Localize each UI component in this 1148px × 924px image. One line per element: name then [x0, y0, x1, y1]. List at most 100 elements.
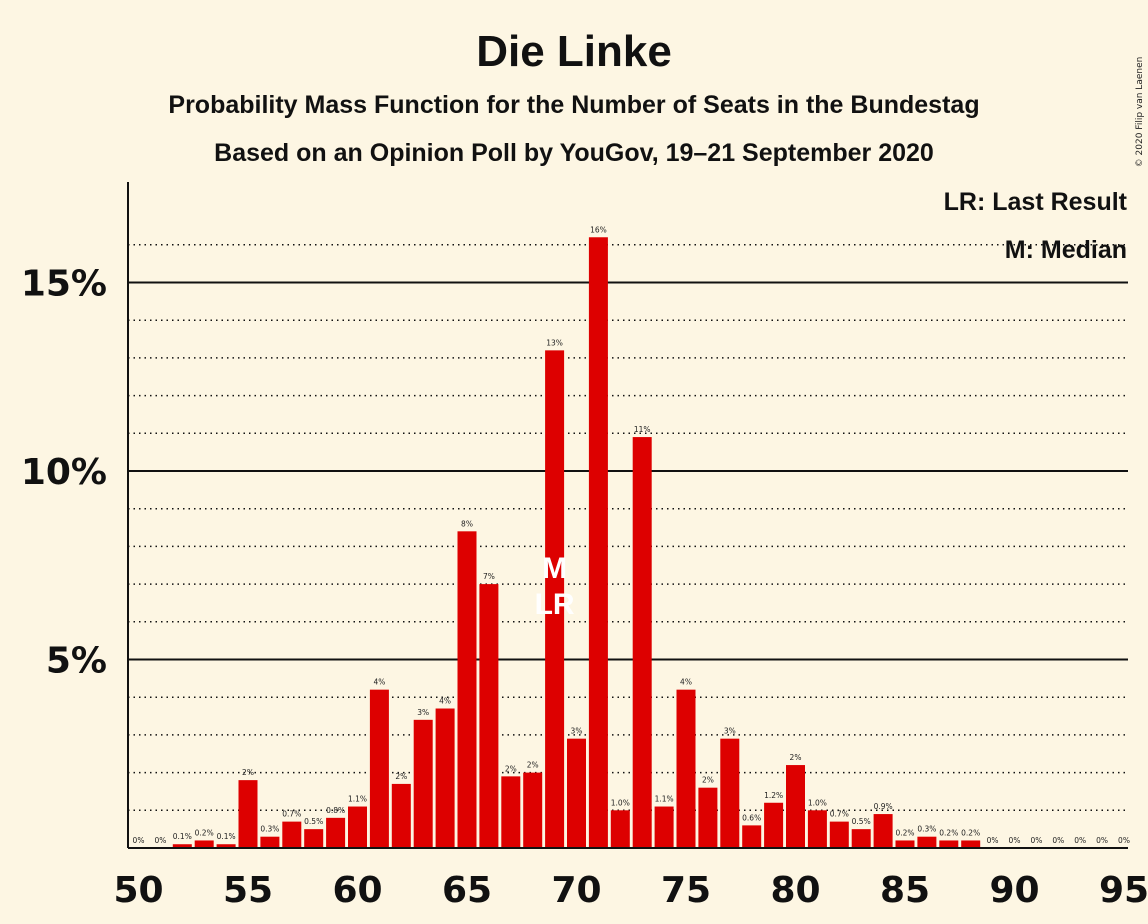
chart-subtitle-1: Probability Mass Function for the Number… [168, 91, 979, 119]
data-label-83: 0.5% [852, 817, 871, 826]
data-label-56: 0.3% [260, 825, 279, 834]
x-tick-60: 60 [332, 870, 382, 911]
bar-56 [260, 836, 280, 848]
data-label-64: 4% [439, 697, 451, 706]
bar-68 [523, 772, 543, 848]
copyright-note: © 2020 Filip van Laenen [1135, 57, 1145, 168]
data-label-87: 0.2% [939, 828, 958, 837]
x-tick-80: 80 [770, 870, 820, 911]
y-tick-10: 10% [21, 452, 107, 493]
data-label-70: 3% [571, 727, 583, 736]
bar-67 [501, 776, 521, 848]
data-label-84: 0.9% [874, 802, 893, 811]
bar-55 [238, 780, 258, 848]
bar-77 [720, 738, 740, 848]
bar-57 [282, 821, 302, 848]
bar-61 [369, 689, 389, 848]
bar-64 [435, 708, 455, 848]
data-label-80: 2% [790, 753, 802, 762]
bar-78 [742, 825, 762, 848]
bar-59 [326, 817, 346, 848]
bar-60 [348, 806, 367, 848]
data-label-77: 3% [724, 727, 736, 736]
legend-median: M: Median [1005, 236, 1127, 264]
data-label-66: 7% [483, 572, 495, 581]
data-label-73: 11% [634, 425, 651, 434]
bar-52 [172, 844, 192, 848]
data-label-93: 0% [1074, 836, 1086, 845]
x-tick-90: 90 [989, 870, 1039, 911]
bar-75 [676, 689, 696, 848]
bar-79 [764, 802, 784, 848]
x-tick-labels: 50 55 60 65 70 75 80 85 90 95 [113, 870, 1148, 911]
data-label-67: 2% [505, 764, 517, 773]
data-label-60: 1.1% [348, 795, 367, 804]
bar-88 [961, 840, 981, 848]
bar-83 [851, 829, 871, 848]
bar-58 [304, 829, 324, 848]
bar-72 [610, 810, 630, 848]
bar-69 [545, 350, 565, 848]
bar-85 [895, 840, 915, 848]
bar-76 [698, 787, 718, 848]
data-label-63: 3% [417, 708, 429, 717]
median-marker: M [542, 552, 567, 585]
bar-62 [391, 783, 411, 848]
data-label-68: 2% [527, 761, 539, 770]
bar-53 [194, 840, 214, 848]
bar-63 [413, 719, 433, 848]
chart-title: Die Linke [476, 27, 672, 76]
data-label-62: 2% [395, 772, 407, 781]
data-label-95: 0% [1118, 836, 1130, 845]
data-label-92: 0% [1052, 836, 1064, 845]
gridlines [128, 244, 1128, 812]
last-result-marker: LR [535, 588, 575, 621]
data-labels: 0% 0% 0.1% 0.2% 0.1%2%0.3%0.7%0.5%0.8%1.1%4%… [133, 225, 1130, 845]
data-label-94: 0% [1096, 836, 1108, 845]
data-label-86: 0.3% [917, 825, 936, 834]
x-tick-75: 75 [661, 870, 711, 911]
data-label-61: 4% [373, 678, 385, 687]
data-label-57: 0.7% [282, 810, 301, 819]
data-label-82: 0.7% [830, 810, 849, 819]
data-label-53: 0.2% [195, 828, 214, 837]
bar-series [172, 237, 981, 848]
data-label-51: 0% [154, 836, 166, 845]
y-tick-5: 5% [46, 641, 107, 682]
x-tick-70: 70 [551, 870, 601, 911]
data-label-71: 16% [590, 225, 607, 234]
chart-subtitle-2: Based on an Opinion Poll by YouGov, 19–2… [214, 139, 934, 167]
data-label-59: 0.8% [326, 806, 345, 815]
bar-87 [939, 840, 959, 848]
y-tick-15: 15% [21, 264, 107, 305]
data-label-55: 2% [242, 768, 254, 777]
x-tick-65: 65 [442, 870, 492, 911]
data-label-78: 0.6% [742, 813, 761, 822]
data-label-89: 0% [987, 836, 999, 845]
data-label-81: 1.0% [808, 798, 827, 807]
x-tick-95: 95 [1099, 870, 1148, 911]
legend-last-result: LR: Last Result [944, 188, 1128, 216]
data-label-50: 0% [133, 836, 145, 845]
data-label-72: 1.0% [611, 798, 630, 807]
data-label-91: 0% [1030, 836, 1042, 845]
bar-74 [654, 806, 674, 848]
data-label-58: 0.5% [304, 817, 323, 826]
bar-65 [457, 531, 477, 848]
data-label-79: 1.2% [764, 791, 783, 800]
x-tick-50: 50 [113, 870, 163, 911]
data-label-69: 13% [546, 338, 563, 347]
data-label-85: 0.2% [895, 828, 914, 837]
bar-84 [873, 814, 893, 848]
bar-54 [216, 844, 236, 848]
bar-80 [786, 765, 805, 848]
y-tick-labels: 5% 10% 15% [21, 264, 107, 682]
data-label-74: 1.1% [655, 795, 674, 804]
bar-81 [807, 810, 827, 848]
data-label-52: 0.1% [173, 832, 192, 841]
x-tick-55: 55 [223, 870, 273, 911]
data-label-88: 0.2% [961, 828, 980, 837]
bar-86 [917, 836, 937, 848]
data-label-65: 8% [461, 519, 473, 528]
